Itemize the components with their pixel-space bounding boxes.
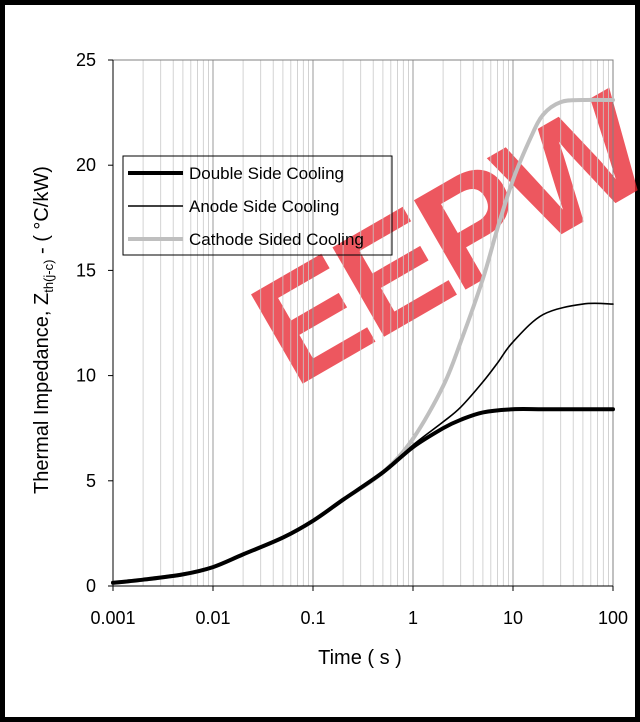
- y-axis-label-main: Thermal Impedance, Z: [31, 293, 53, 494]
- x-axis-label: Time ( s ): [318, 647, 402, 669]
- y-tick-label: 0: [86, 576, 96, 596]
- legend-label-1: Anode Side Cooling: [189, 197, 339, 216]
- grid: [112, 59, 614, 587]
- legend: Double Side Cooling Anode Side Cooling Cat…: [122, 155, 393, 256]
- legend-label-2: Cathode Sided Cooling: [189, 230, 364, 249]
- x-tick-label: 10: [503, 608, 523, 628]
- series-line-0: [111, 407, 615, 585]
- y-tick-label: 25: [76, 50, 96, 70]
- axis-ticks: 0 5 10 15 20 25 0.001 0.01 0.1 1 10 100: [76, 50, 628, 628]
- y-tick-label: 10: [76, 366, 96, 386]
- y-axis-label-subscript: th(j-c): [41, 260, 56, 293]
- x-tick-label: 100: [598, 608, 628, 628]
- y-axis-label: Thermal Impedance, Zth(j-c) - ( °C/kW): [31, 166, 56, 494]
- legend-label-0: Double Side Cooling: [189, 164, 344, 183]
- y-tick-label: 5: [86, 471, 96, 491]
- x-tick-label: 0.01: [195, 608, 230, 628]
- legend-box: [122, 155, 393, 256]
- y-tick-label: 20: [76, 155, 96, 175]
- x-tick-label: 1: [408, 608, 418, 628]
- y-tick-label: 15: [76, 260, 96, 280]
- series-group: [111, 97, 615, 585]
- x-tick-label: 0.1: [300, 608, 325, 628]
- x-tick-label: 0.001: [90, 608, 135, 628]
- y-axis-label-tail: - ( °C/kW): [31, 166, 53, 260]
